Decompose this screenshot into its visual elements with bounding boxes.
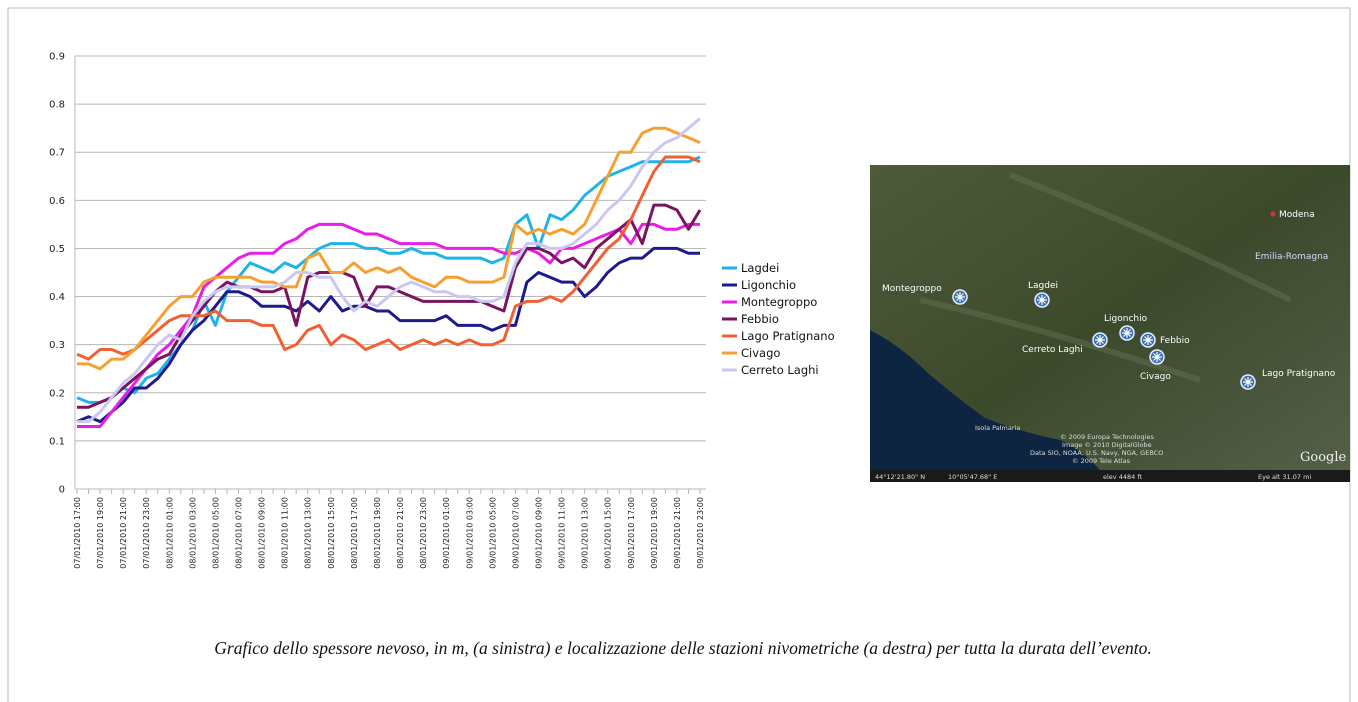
snowflake	[1122, 328, 1132, 338]
x-tick-label: 08/01/2010 05:00	[211, 497, 220, 569]
x-tick-label: 08/01/2010 01:00	[165, 497, 174, 569]
map-label: Ligonchio	[1104, 314, 1148, 324]
map: Modena Emilia-Romagna Montegroppo Lagdei…	[870, 165, 1350, 482]
y-tick-label: 0.4	[49, 292, 65, 303]
series-line	[77, 126, 701, 371]
snowflake	[1037, 295, 1047, 305]
legend-label: Lago Pratignano	[741, 329, 835, 343]
map-label: Montegroppo	[882, 284, 942, 294]
caption: Grafico dello spessore nevoso, in m, (a …	[214, 638, 1152, 658]
map-status: elev 4484 ft	[1103, 473, 1142, 481]
map-label: Lagdei	[1028, 281, 1058, 291]
snowflake	[1095, 335, 1105, 345]
series-line	[77, 222, 700, 428]
map-status: 10°05'47.68" E	[948, 473, 997, 481]
snowflake	[1152, 352, 1162, 362]
y-tick-label: 0.3	[49, 340, 65, 351]
y-tick-label: 0.9	[49, 52, 65, 63]
legend-label: Montegroppo	[741, 295, 817, 309]
x-tick-label: 08/01/2010 13:00	[304, 497, 313, 569]
map-label: Modena	[1279, 210, 1315, 220]
x-tick-label: 09/01/2010 21:00	[673, 497, 682, 569]
status-bar	[870, 470, 1350, 482]
y-tick-label: 0	[59, 485, 65, 496]
snowflake	[955, 292, 965, 302]
series-line	[77, 117, 701, 424]
x-tick-label: 09/01/2010 19:00	[650, 497, 659, 569]
x-tick-label: 07/01/2010 21:00	[119, 497, 128, 569]
legend-label: Civago	[741, 346, 780, 360]
sea	[870, 330, 1100, 470]
x-tick-label: 08/01/2010 23:00	[419, 497, 428, 569]
map-credit: © 2009 Europa Technologies	[1060, 433, 1154, 441]
map-label: Isola Palmaria	[975, 424, 1020, 432]
map-label: Lago Pratignano	[1262, 369, 1336, 379]
map-credit: © 2009 Tele Atlas	[1072, 457, 1131, 465]
x-tick-label: 08/01/2010 11:00	[281, 497, 290, 569]
snowflake	[1143, 335, 1153, 345]
x-tick-label: 08/01/2010 21:00	[396, 497, 405, 569]
x-tick-label: 09/01/2010 09:00	[534, 497, 543, 569]
map-credit: Image © 2010 DigitalGlobe	[1062, 441, 1152, 449]
x-tick-label: 09/01/2010 17:00	[627, 497, 636, 569]
y-tick-label: 0.8	[49, 100, 65, 111]
map-status: 44°12'21.80" N	[875, 473, 925, 481]
series-line	[76, 155, 701, 404]
x-tick-label: 07/01/2010 19:00	[96, 497, 105, 569]
x-tick-label: 08/01/2010 19:00	[373, 497, 382, 569]
y-tick-label: 0.2	[49, 388, 65, 399]
x-tick-label: 09/01/2010 11:00	[558, 497, 567, 569]
y-tick-label: 0.6	[49, 196, 65, 207]
map-status: Eye alt 31.07 mi	[1258, 473, 1311, 481]
line-chart: 0 0.1 0.2 0.3 0.4 0.5 0.6 0.7 0.8 0.9 07/01/2010 1…	[49, 52, 835, 569]
x-tick-label: 09/01/2010 03:00	[465, 497, 474, 569]
y-tick-label: 0.7	[49, 148, 65, 159]
legend-label: Ligonchio	[741, 278, 796, 292]
x-tick-label: 09/01/2010 05:00	[488, 497, 497, 569]
x-tick-label: 07/01/2010 17:00	[73, 497, 82, 569]
x-tick-label: 09/01/2010 23:00	[696, 497, 705, 569]
map-credit: Data SIO, NOAA, U.S. Navy, NGA, GEBCO	[1030, 449, 1163, 457]
legend-label: Febbio	[741, 312, 779, 326]
x-tick-label: 08/01/2010 09:00	[258, 497, 267, 569]
x-tick-label: 09/01/2010 15:00	[604, 497, 613, 569]
legend-label: Cerreto Laghi	[741, 363, 819, 377]
x-tick-label: 08/01/2010 17:00	[350, 497, 359, 569]
map-label: Emilia-Romagna	[1255, 252, 1328, 262]
series-line	[77, 203, 702, 409]
y-tick-label: 0.5	[49, 244, 65, 255]
x-tick-label: 08/01/2010 07:00	[235, 497, 244, 569]
snowflake	[1243, 377, 1253, 387]
x-tick-label: 09/01/2010 01:00	[442, 497, 451, 569]
series-line	[76, 246, 700, 424]
city-dot	[1270, 211, 1276, 217]
legend-label: Lagdei	[741, 261, 779, 275]
map-label: Cerreto Laghi	[1022, 345, 1083, 355]
map-label: Febbio	[1160, 336, 1190, 346]
x-tick-label: 08/01/2010 03:00	[188, 497, 197, 569]
x-tick-label: 07/01/2010 23:00	[142, 497, 151, 569]
station-markers	[952, 289, 1256, 390]
y-tick-label: 0.1	[49, 436, 65, 447]
x-tick-label: 08/01/2010 15:00	[327, 497, 336, 569]
x-tick-label: 09/01/2010 07:00	[511, 497, 520, 569]
x-tick-label: 09/01/2010 13:00	[581, 497, 590, 569]
series-line	[76, 155, 701, 361]
terrain	[919, 172, 1292, 383]
map-label: Civago	[1140, 372, 1171, 382]
map-logo: Google	[1300, 450, 1347, 465]
